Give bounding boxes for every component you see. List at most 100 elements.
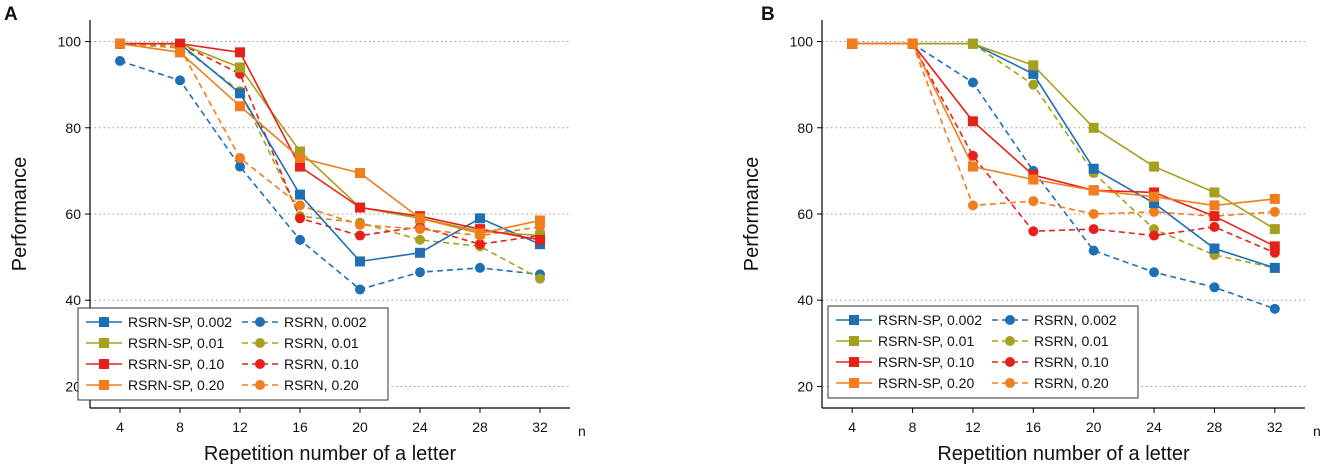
legend-label: RSRN-SP, 0.002 (128, 314, 232, 330)
legend-label: RSRN, 0.002 (284, 314, 367, 330)
legend-marker (99, 380, 109, 390)
data-point (355, 256, 365, 267)
data-point (1028, 174, 1039, 185)
data-point (1209, 200, 1220, 211)
chart-panel-a: 20 40 60 80 100 4 8 12 16 20 24 28 32 Repetition numb… (4, 4, 586, 465)
x-tick-label: 12 (232, 419, 248, 435)
y-tick-label: 20 (65, 378, 81, 394)
x-tick-label: 28 (1207, 419, 1223, 435)
data-point (1149, 161, 1160, 172)
data-point (1209, 187, 1220, 198)
data-point (1209, 282, 1220, 293)
x-tick-label: 28 (472, 419, 488, 435)
legend-label: RSRN, 0.10 (1034, 354, 1109, 370)
series-line (119, 60, 541, 291)
data-point (175, 38, 185, 49)
data-point (175, 75, 185, 86)
data-point (907, 38, 918, 49)
legend-label: RSRN, 0.002 (1034, 312, 1117, 328)
data-point (1088, 185, 1099, 196)
data-point (115, 38, 125, 49)
y-axis-title: Performance (9, 157, 31, 272)
data-point (1149, 267, 1160, 278)
legend-label: RSRN, 0.20 (284, 377, 359, 393)
data-point (475, 239, 485, 250)
x-tick-label: 20 (352, 419, 368, 435)
data-point (1028, 68, 1039, 79)
data-point (235, 88, 245, 99)
series-line (120, 42, 541, 263)
series-line (852, 42, 1276, 269)
legend-box (77, 307, 389, 401)
series-line (852, 42, 1276, 248)
data-point (1269, 206, 1280, 217)
x-tick-label: 32 (532, 419, 548, 435)
legend-label: RSRN-SP, 0.10 (878, 354, 974, 370)
data-point (1088, 209, 1099, 219)
data-point (415, 213, 425, 224)
data-point (235, 152, 245, 163)
x-tick-label: 20 (1086, 419, 1102, 435)
legend-label: RSRN-SP, 0.01 (128, 335, 224, 351)
data-point (1269, 224, 1280, 235)
y-tick-label: 40 (65, 292, 81, 308)
data-point (415, 234, 425, 245)
x-tick-label: 24 (412, 419, 428, 435)
data-point (1028, 60, 1039, 71)
legend-marker (1005, 336, 1015, 346)
data-point (1088, 122, 1099, 133)
legend: RSRN-SP, 0.002 RSRN-SP, 0.01 RSRN-SP, 0.10… (77, 307, 389, 401)
data-point (967, 150, 978, 161)
data-point (355, 202, 365, 213)
legend-marker (255, 317, 265, 327)
data-point (295, 152, 305, 163)
y-tick-label: 80 (797, 120, 813, 136)
data-point (967, 77, 978, 88)
legend-label: RSRN-SP, 0.10 (128, 356, 224, 372)
data-point (1028, 79, 1039, 90)
data-point (1269, 193, 1280, 204)
data-point (235, 161, 245, 172)
data-point (355, 168, 365, 179)
legend-marker (99, 317, 109, 327)
y-tick-label: 80 (65, 120, 81, 136)
data-point (1149, 230, 1160, 241)
data-point (1028, 196, 1039, 207)
y-axis-title: Performance (741, 157, 763, 272)
legend-marker (255, 380, 265, 390)
legend-marker (1005, 357, 1015, 367)
x-axis-title: Repetition number of a letter (204, 443, 457, 465)
x-tick-label: 16 (1026, 419, 1042, 435)
legend-marker (255, 338, 265, 348)
y-tick-label: 100 (58, 34, 82, 50)
x-axis-title: Repetition number of a letter (937, 443, 1190, 465)
data-point (1269, 262, 1280, 273)
x-axis-suffix: n (1313, 423, 1321, 439)
data-point (415, 267, 425, 278)
data-point (295, 234, 305, 245)
legend-marker (99, 338, 109, 348)
data-point (115, 55, 125, 66)
data-point (967, 38, 978, 49)
data-point (535, 234, 545, 245)
legend-marker (849, 336, 859, 346)
series-line (119, 42, 541, 237)
data-point (1209, 221, 1220, 232)
data-point (475, 262, 485, 273)
data-point (1088, 163, 1099, 174)
data-point (1149, 198, 1160, 209)
y-tick-label: 100 (790, 34, 814, 50)
x-tick-label: 4 (116, 419, 124, 435)
data-point (295, 161, 305, 172)
x-tick-label: 12 (965, 419, 981, 435)
data-point (967, 116, 978, 127)
data-point (967, 200, 978, 211)
legend-marker (849, 378, 859, 388)
legend: RSRN-SP, 0.002 RSRN-SP, 0.01 RSRN-SP, 0.10… (827, 305, 1139, 399)
legend-label: RSRN-SP, 0.20 (128, 377, 224, 393)
data-point (235, 47, 245, 58)
panel-label: B (761, 4, 775, 25)
data-point (967, 161, 978, 172)
x-tick-label: 4 (848, 419, 856, 435)
